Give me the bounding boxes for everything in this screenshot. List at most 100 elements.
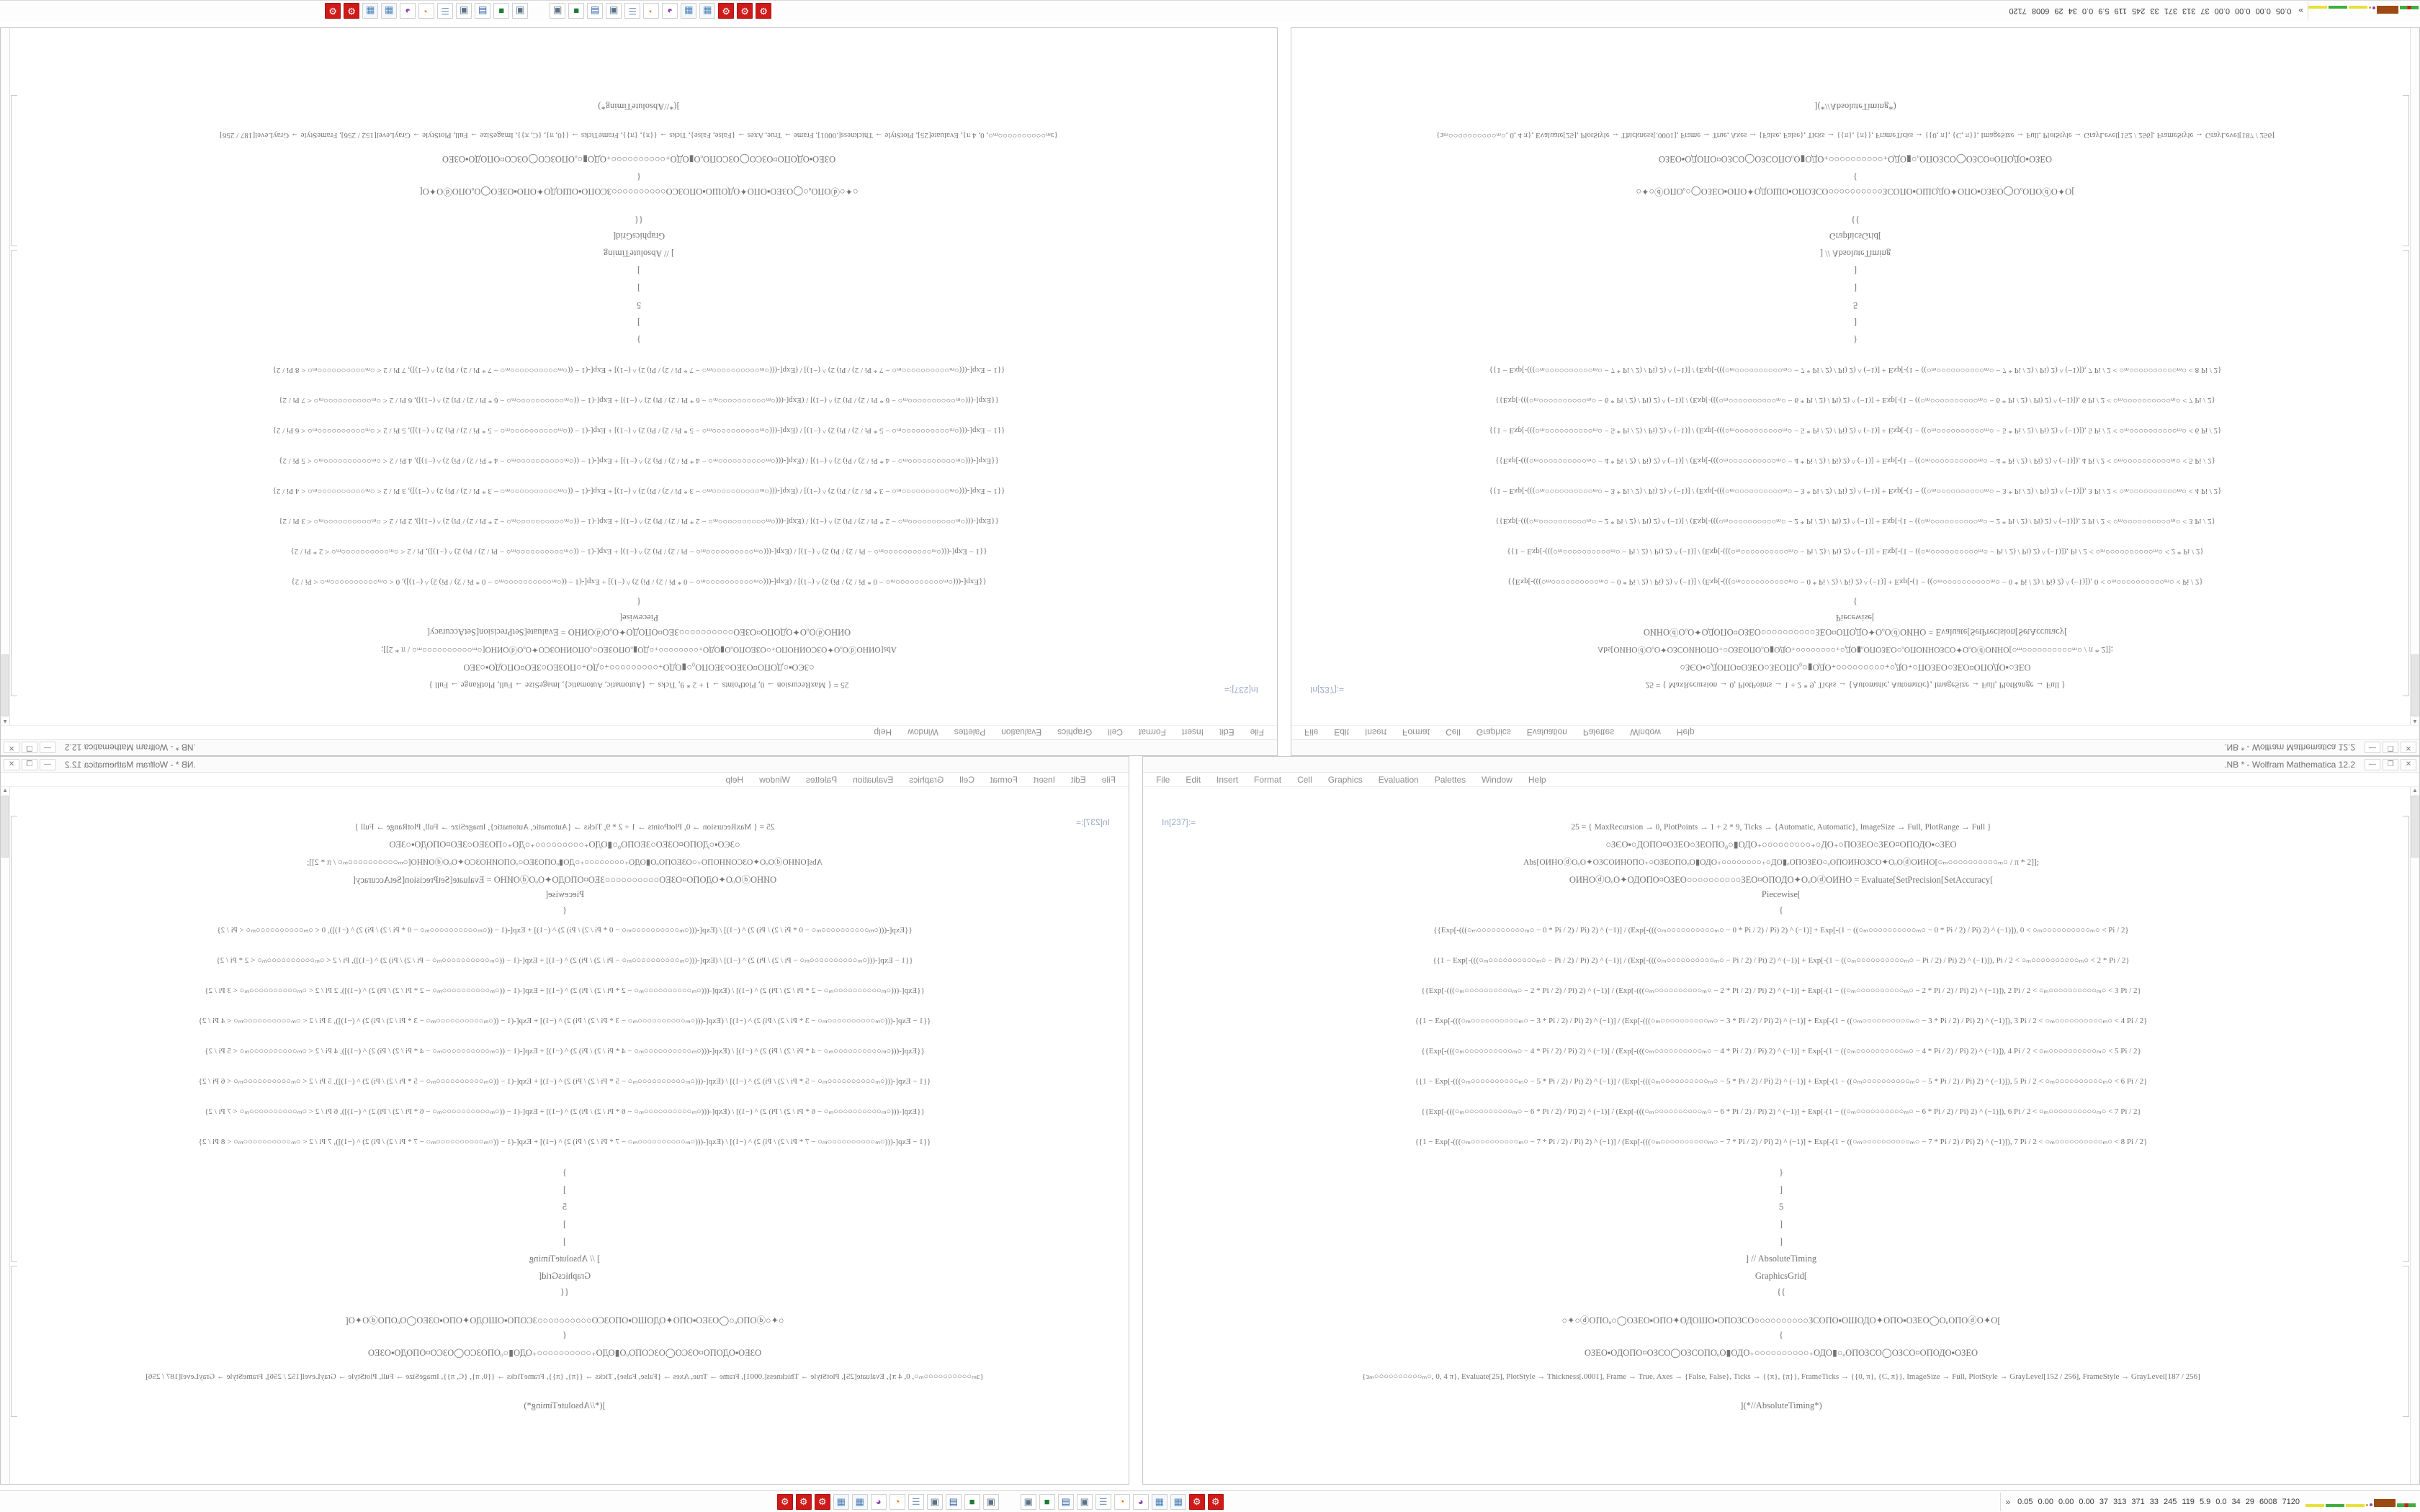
menu-item-help[interactable]: Help bbox=[725, 774, 744, 785]
scroll-up-arrow[interactable]: ▲ bbox=[2, 787, 8, 793]
notebook-code-line[interactable]: {{1 − Exp[-(((○ₘ○○○○○○○○○○ₘ○ − Pi / 2) /… bbox=[1507, 547, 2204, 556]
menu-item-edit[interactable]: Edit bbox=[1186, 774, 1201, 785]
notebook-code-line[interactable]: ] bbox=[1853, 318, 1857, 328]
menu-item-graphics[interactable]: Graphics bbox=[1327, 774, 1363, 785]
purple-app-icon[interactable]: ◕ bbox=[870, 1493, 887, 1510]
notebook-code-line[interactable]: {{1 − Exp[-(((○ₘ○○○○○○○○○○ₘ○ − Pi / 2) /… bbox=[290, 547, 987, 556]
notebook-code-line[interactable]: {{Exp[-(((○ₘ○○○○○○○○○○ₘ○ − 6 * Pi / 2) /… bbox=[1495, 396, 2215, 405]
notebook-code-line[interactable]: {{1 − Exp[-(((○ₘ○○○○○○○○○○ₘ○ − 3 * Pi / … bbox=[198, 1017, 931, 1025]
mathematica-window-2[interactable]: .NB * - Wolfram Mathematica 12.2 — ❐ ✕ F… bbox=[0, 27, 1278, 756]
menu-item-palettes[interactable]: Palettes bbox=[1434, 774, 1466, 785]
notebook-code-line[interactable]: ○ЗЄО▪○ДОПО¤ОЗЕО○ЗЕОПО₀○▮ОДО₊○○○○○○○○○₊○Д… bbox=[1680, 662, 2031, 672]
purple-app-icon[interactable]: ◕ bbox=[662, 3, 678, 19]
cell-bracket[interactable] bbox=[2403, 1266, 2409, 1417]
floppy-disk-icon[interactable]: ▤ bbox=[1057, 1493, 1074, 1510]
menu-item-palettes[interactable]: Palettes bbox=[805, 774, 838, 785]
mathematica-window-3[interactable]: .NB * - Wolfram Mathematica 12.2 — ❐ ✕ F… bbox=[0, 756, 1129, 1485]
notebook-code-line[interactable]: 5 bbox=[1778, 1202, 1784, 1212]
notebook-code-line[interactable]: ] // AbsoluteTiming bbox=[529, 1254, 601, 1264]
minimize-button[interactable]: — bbox=[40, 742, 55, 754]
notebook-code-line[interactable]: } bbox=[1853, 335, 1857, 345]
notebook-code-line[interactable]: { bbox=[563, 905, 567, 915]
gear-icon[interactable]: ⚙ bbox=[737, 3, 753, 19]
gear-icon[interactable]: ⚙ bbox=[814, 1493, 830, 1510]
menu-item-format[interactable]: Format bbox=[1138, 727, 1166, 738]
window-titlebar[interactable]: .NB * - Wolfram Mathematica 12.2 — ❐ ✕ bbox=[1, 739, 1277, 755]
notebook-code-line[interactable]: 5 bbox=[636, 300, 642, 310]
monitor-icon[interactable]: ▣ bbox=[1020, 1493, 1036, 1510]
firefox-icon[interactable]: ◔ bbox=[418, 3, 435, 19]
menu-item-palettes[interactable]: Palettes bbox=[1582, 727, 1615, 738]
notebook-code-line[interactable]: {{Exp[-(((○ₘ○○○○○○○○○○ₘ○ − 0 * Pi / 2) /… bbox=[1433, 926, 2129, 935]
notebook-code-line[interactable]: } bbox=[563, 1167, 567, 1177]
notebook-code-line[interactable]: { bbox=[563, 1330, 567, 1340]
notebook-code-line[interactable]: ] bbox=[1779, 1236, 1783, 1246]
menu-item-help[interactable]: Help bbox=[1528, 774, 1546, 785]
cell-bracket[interactable] bbox=[11, 1266, 17, 1417]
menubar[interactable]: File Edit Insert Format Cell Graphics Evaluati… bbox=[1143, 773, 2419, 787]
notebook-code-line[interactable]: ] bbox=[1779, 1184, 1783, 1194]
maximize-button[interactable]: ❐ bbox=[2383, 742, 2398, 754]
notebook-code-line[interactable]: {{Exp[-(((○ₘ○○○○○○○○○○ₘ○ − 6 * Pi / 2) /… bbox=[1421, 1107, 2141, 1116]
notebook-code-line[interactable]: ](*//AbsoluteTiming*) bbox=[598, 102, 680, 112]
notebook-code-line[interactable]: {{ bbox=[560, 1287, 569, 1297]
notebook-code-line[interactable]: { bbox=[637, 597, 641, 607]
notebook-code-line[interactable]: GraphicsGrid[ bbox=[1754, 1271, 1808, 1281]
terminal-icon[interactable]: ■ bbox=[493, 3, 510, 19]
notebook-code-line[interactable]: ОИНОⓓОₒО✦ОДОПО¤ОЗЕО○○○○○○○○○○ЗЕО¤ОПОДО✦О… bbox=[426, 627, 851, 637]
menu-item-palettes[interactable]: Palettes bbox=[954, 727, 986, 738]
notepad-icon[interactable]: ☰ bbox=[624, 3, 641, 19]
calculator-icon[interactable]: ▦ bbox=[1151, 1493, 1168, 1510]
notebook-code-line[interactable]: ○✦○ⓓОПОₒ○◯ОЗЕО▪ОПО✦ОДОШО▪ОПОЗСО○○○○○○○○○… bbox=[345, 1315, 784, 1326]
menu-item-edit[interactable]: Edit bbox=[1334, 727, 1350, 738]
calculator-icon[interactable]: ▦ bbox=[381, 3, 398, 19]
notebook-code-line[interactable]: {{1 − Exp[-(((○ₘ○○○○○○○○○○ₘ○ − Pi / 2) /… bbox=[1433, 956, 2130, 965]
notebook-code-line[interactable]: ] // AbsoluteTiming bbox=[1819, 248, 1891, 258]
gear-icon[interactable]: ⚙ bbox=[1188, 1493, 1205, 1510]
firefox-icon[interactable]: ◔ bbox=[889, 1493, 905, 1510]
notebook-code-line[interactable]: GraphicsGrid[ bbox=[1829, 231, 1882, 241]
chevron-up-icon[interactable]: » bbox=[2005, 1496, 2011, 1507]
terminal-icon[interactable]: ■ bbox=[1039, 1493, 1055, 1510]
terminal-icon[interactable]: ■ bbox=[568, 3, 585, 19]
notebook-code-line[interactable]: {{1 − Exp[-(((○ₘ○○○○○○○○○○ₘ○ − Pi / 2) /… bbox=[216, 956, 913, 965]
notebook-code-line[interactable]: { bbox=[1853, 172, 1857, 182]
menu-item-insert[interactable]: Insert bbox=[1365, 727, 1387, 738]
mathematica-window-4[interactable]: .NB * - Wolfram Mathematica 12.2 — ❐ ✕ F… bbox=[1142, 756, 2420, 1485]
notebook-code-line[interactable]: ] bbox=[1779, 1219, 1783, 1229]
notebook-code-line[interactable]: Piecewise[ bbox=[1761, 889, 1801, 899]
notebook-code-line[interactable]: { bbox=[1779, 905, 1783, 915]
monitor-icon[interactable]: ▣ bbox=[926, 1493, 943, 1510]
notebook-code-line[interactable]: {{1 − Exp[-(((○ₘ○○○○○○○○○○ₘ○ − 3 * Pi / … bbox=[1489, 487, 2222, 495]
notebook-code-line[interactable]: ] bbox=[1853, 266, 1857, 276]
notebook-code-line[interactable]: {{Exp[-(((○ₘ○○○○○○○○○○ₘ○ − 4 * Pi / 2) /… bbox=[1495, 456, 2215, 465]
notebook-code-line[interactable]: {{1 − Exp[-(((○ₘ○○○○○○○○○○ₘ○ − 5 * Pi / … bbox=[198, 1077, 931, 1086]
close-button[interactable]: ✕ bbox=[4, 758, 19, 770]
notebook-code-line[interactable]: ОЗЕО▪ОДОПО¤ОЗСО◯ОЗСОПОₒО▮ОДО₊○○○○○○○○○○₊… bbox=[1658, 154, 2053, 164]
notebook-code-line[interactable]: {{ bbox=[1777, 1287, 1785, 1297]
menu-item-help[interactable]: Help bbox=[1676, 727, 1695, 738]
menu-item-cell[interactable]: Cell bbox=[1108, 727, 1123, 738]
taskbar-bottom[interactable]: ⚙ ⚙ ⚙ ▦ ▦ ◕ ◔ ☰ ▣ ▤ ■ ▣ ▣ ■ ▤ ▣ ☰ ◔ ◕ ▦ ▦ ⚙ ⚙ » 0.05 0.00 0.00… bbox=[0, 1490, 2420, 1512]
notebook-code-line[interactable]: ОИНОⓓОₒО✦ОДОПО¤ОЗЕО○○○○○○○○○○ЗЕО¤ОПОДО✦О… bbox=[352, 875, 777, 885]
monitor-icon[interactable]: ▣ bbox=[456, 3, 472, 19]
calculator-icon[interactable]: ▦ bbox=[851, 1493, 868, 1510]
minimize-button[interactable]: — bbox=[2365, 742, 2380, 754]
notebook-code-line[interactable]: ОЗЕО▪ОДОПО¤ОЗСО◯ОЗСОПОₒО▮ОДО₊○○○○○○○○○○₊… bbox=[1584, 1348, 1978, 1358]
notebook-code-line[interactable]: {{Exp[-(((○ₘ○○○○○○○○○○ₘ○ − 6 * Pi / 2) /… bbox=[205, 1107, 925, 1116]
notebook-code-line[interactable]: { bbox=[1779, 1330, 1783, 1340]
notepad-icon[interactable]: ☰ bbox=[908, 1493, 924, 1510]
cell-bracket[interactable] bbox=[2403, 816, 2409, 1262]
menu-item-cell[interactable]: Cell bbox=[1446, 727, 1461, 738]
gear-icon[interactable]: ⚙ bbox=[776, 1493, 793, 1510]
notebook-code-line[interactable]: 25 = { MaxRecursion → 0, PlotPoints → 1 … bbox=[1571, 823, 1991, 832]
maximize-button[interactable]: ❐ bbox=[22, 742, 37, 754]
notebook-code-line[interactable]: {{1 − Exp[-(((○ₘ○○○○○○○○○○ₘ○ − 3 * Pi / … bbox=[272, 487, 1005, 495]
notebook-code-line[interactable]: {ɜₘ○○○○○○○○○○ₘ○, 0, 4 π}, Evaluate[25], … bbox=[145, 1372, 984, 1381]
notebook-code-line[interactable]: ] // AbsoluteTiming bbox=[1745, 1254, 1817, 1264]
menu-item-evaluation[interactable]: Evaluation bbox=[1001, 727, 1042, 738]
mathematica-window-1[interactable]: .NB * - Wolfram Mathematica 12.2 — ❐ ✕ F… bbox=[1291, 27, 2420, 756]
notebook-code-line[interactable]: ОЗЕО▪ОДОПО¤ОЗСО◯ОЗСОПОₒО▮ОДО₊○○○○○○○○○○₊… bbox=[367, 1348, 762, 1358]
notebook-code-line[interactable]: Piecewise[ bbox=[544, 889, 585, 899]
menu-item-format[interactable]: Format bbox=[990, 774, 1018, 785]
